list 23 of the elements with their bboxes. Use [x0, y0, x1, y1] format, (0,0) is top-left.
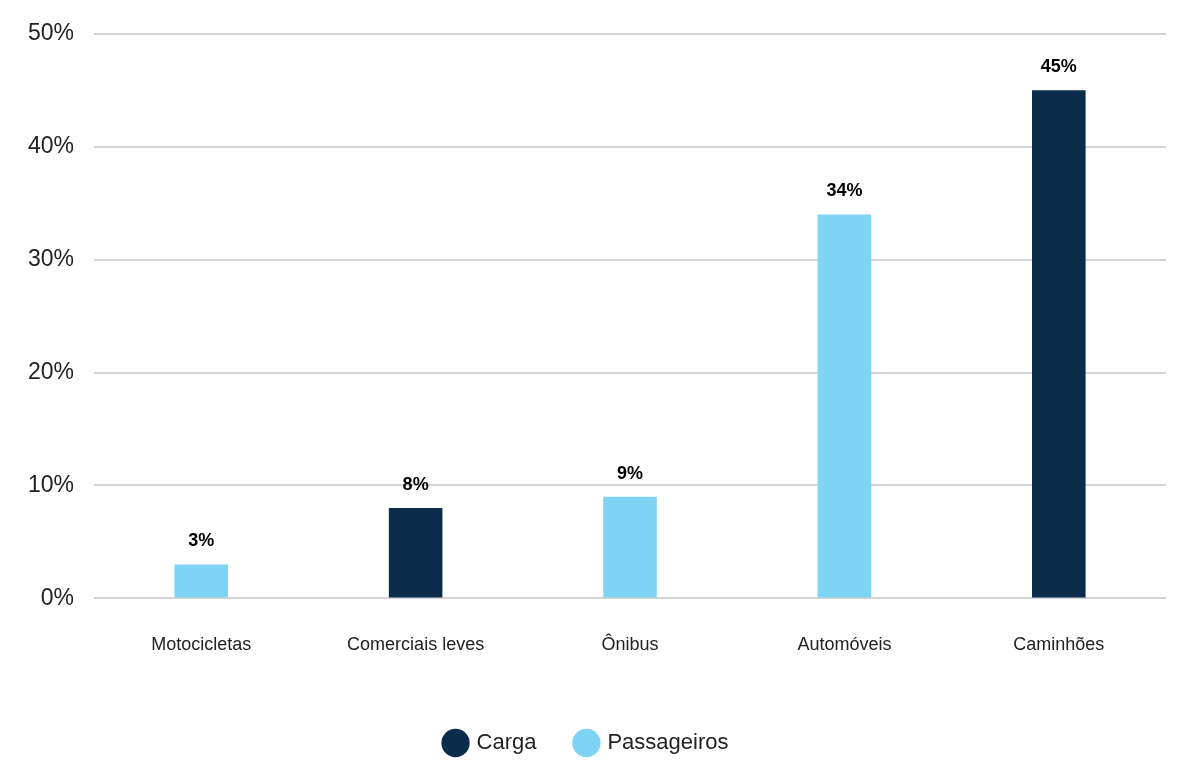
x-tick-label: Comerciais leves — [347, 634, 485, 655]
data-label: 9% — [617, 462, 644, 483]
y-tick-label: 30% — [27, 244, 75, 271]
bar — [603, 496, 657, 598]
data-label: 8% — [402, 474, 429, 495]
data-label: 34% — [826, 180, 863, 201]
x-tick-label: Ônibus — [601, 633, 659, 655]
y-tick-label: 50% — [27, 19, 75, 46]
x-tick-label: Automóveis — [797, 634, 892, 655]
bar — [388, 508, 443, 598]
bar — [1032, 90, 1086, 598]
x-tick-label: Caminhões — [1013, 634, 1105, 655]
y-tick-label: 40% — [27, 132, 75, 159]
y-tick-label: 0% — [40, 583, 75, 610]
data-label: 3% — [188, 530, 215, 551]
x-tick-label: Motocicletas — [151, 634, 252, 655]
bar — [174, 564, 229, 598]
y-tick-label: 20% — [27, 357, 75, 384]
data-label: 45% — [1040, 56, 1077, 77]
bar — [817, 214, 872, 598]
y-tick-label: 10% — [27, 470, 75, 497]
legend-label: Passageiros — [607, 729, 729, 755]
legend-label: Carga — [476, 729, 538, 755]
